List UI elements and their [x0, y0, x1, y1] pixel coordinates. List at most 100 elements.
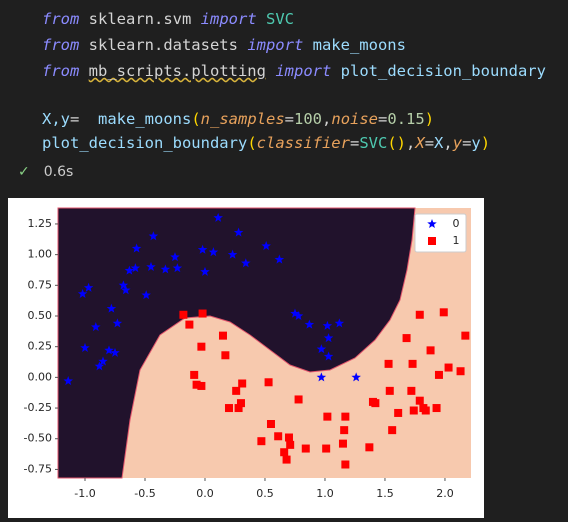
point	[434, 370, 443, 379]
code-token: =	[284, 110, 295, 128]
y-tick-label: 0.25	[28, 340, 53, 353]
x-tick-label: 0.5	[256, 487, 274, 500]
region-class-0	[57, 207, 416, 479]
point	[323, 351, 334, 361]
point	[197, 244, 208, 254]
point	[190, 370, 199, 379]
point	[456, 367, 465, 376]
point	[227, 249, 238, 259]
code-token	[266, 62, 275, 80]
legend: 01	[414, 213, 467, 253]
point	[341, 412, 350, 421]
point	[316, 344, 327, 354]
y-tick-label: -0.75	[24, 462, 52, 475]
y-tick-label: 0.50	[28, 309, 53, 322]
legend-marker	[427, 219, 437, 229]
point	[388, 426, 397, 435]
point	[124, 265, 135, 275]
point	[80, 342, 90, 352]
y-tick-label: 0.75	[28, 278, 53, 291]
point	[421, 406, 430, 415]
point	[334, 318, 345, 328]
point	[426, 346, 435, 355]
x-tick-label: 1.0	[316, 487, 334, 500]
point	[83, 282, 94, 292]
code-token: =	[424, 134, 435, 152]
point	[304, 319, 315, 329]
code-token: n_samples	[200, 110, 285, 128]
point	[274, 432, 283, 441]
code-token: mb_scripts.plotting	[88, 62, 266, 80]
point	[94, 361, 105, 371]
check-icon: ✓	[18, 164, 30, 180]
code-token: sklearn.svm	[79, 10, 201, 28]
code-token: y	[452, 134, 463, 152]
code-token: sklearn.datasets	[79, 36, 248, 54]
code-token: (	[191, 110, 201, 128]
code-line: from sklearn.svm import SVC	[42, 10, 294, 28]
code-token: SVC	[359, 134, 388, 152]
point	[284, 433, 293, 442]
point	[290, 308, 300, 318]
code-token: =	[462, 134, 472, 152]
point	[444, 363, 453, 372]
point	[224, 404, 233, 413]
point	[170, 252, 180, 262]
point	[461, 331, 470, 340]
point	[218, 331, 227, 340]
point	[77, 288, 88, 298]
point	[439, 308, 448, 317]
point	[409, 406, 418, 415]
point	[233, 227, 244, 237]
code-token: ,	[443, 134, 453, 152]
x-tick-label: 2.0	[436, 487, 454, 500]
point	[106, 303, 117, 313]
code-line: X,y= make_moons(n_samples=100,noise=0.15…	[42, 110, 434, 128]
point	[146, 261, 156, 271]
code-token: 100	[294, 110, 323, 128]
point	[192, 380, 201, 389]
code-token: =	[70, 110, 98, 128]
point	[91, 322, 101, 332]
point	[408, 359, 417, 368]
execution-time: 0.6s	[43, 164, 74, 180]
legend-box	[414, 213, 467, 253]
x-tick-label: 0.0	[196, 487, 214, 500]
y-tick-label: 1.25	[28, 217, 53, 230]
point	[104, 345, 114, 355]
point	[213, 212, 223, 222]
point	[394, 408, 403, 417]
code-token: X	[434, 134, 444, 152]
point	[200, 266, 210, 276]
code-token: noise	[331, 110, 379, 128]
code-token: from	[42, 62, 80, 80]
code-token: y	[471, 134, 481, 152]
point	[282, 455, 291, 464]
point	[371, 399, 380, 408]
point	[266, 420, 275, 428]
code-token: plot_decision_boundary	[42, 134, 248, 152]
point	[323, 412, 332, 421]
point	[286, 440, 295, 449]
x-tick-label: 1.5	[376, 487, 394, 500]
point	[234, 404, 243, 413]
point	[384, 359, 393, 368]
point	[274, 254, 285, 264]
point	[236, 399, 245, 408]
code-token: import	[200, 10, 257, 28]
code-token: =	[378, 110, 388, 128]
point	[402, 334, 411, 343]
legend-marker	[428, 237, 436, 245]
point	[264, 378, 273, 387]
y-tick-label: -0.50	[24, 432, 52, 445]
point	[63, 376, 73, 386]
code-token: make_moons	[303, 36, 406, 54]
point	[261, 241, 271, 251]
code-token: )	[424, 110, 435, 128]
chart: 01 -1.0 -0.5 0.0 0.5 1.0 1.5 2.0-0.75-0.50-0.2…	[24, 207, 471, 500]
point	[365, 443, 374, 452]
point	[341, 460, 350, 469]
code-token: X,y	[42, 110, 70, 128]
point	[385, 386, 394, 395]
